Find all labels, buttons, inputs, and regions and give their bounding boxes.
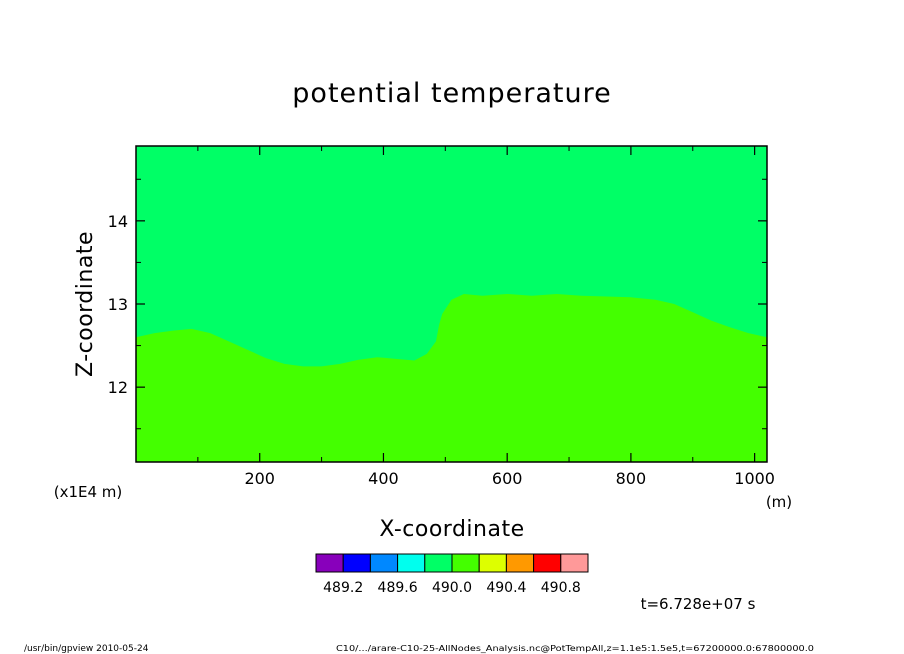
- x-tick-label: 600: [492, 469, 523, 488]
- colorbar-label: 489.2: [323, 580, 363, 596]
- footer-right: C10/.../arare-C10-25-AllNodes_Analysis.n…: [336, 644, 814, 653]
- colorbar-swatch: [397, 553, 426, 573]
- colorbar-swatch: [342, 553, 371, 573]
- colorbar-swatch: [478, 553, 507, 573]
- x-tick-label: 800: [616, 469, 647, 488]
- y-axis-ticks: 12 13 14: [108, 178, 767, 430]
- colorbar-swatch: [505, 553, 535, 573]
- colorbar-label: 489.6: [378, 580, 418, 596]
- y-axis-label: Z-coordinate: [73, 231, 98, 377]
- colorbar-swatch: [533, 553, 562, 573]
- colorbar-swatch: [560, 553, 589, 573]
- x-tick-label: 1000: [734, 469, 775, 488]
- x-tick-label: 400: [368, 469, 399, 488]
- colorbar-label: 490.8: [541, 580, 581, 596]
- colorbar-swatch: [315, 553, 344, 573]
- colorbar-label: 490.4: [486, 580, 526, 596]
- footer-left: /usr/bin/gpview 2010-05-24: [24, 644, 149, 654]
- chart-title: potential temperature: [292, 78, 611, 109]
- lower-region: [136, 294, 767, 462]
- colorbar-swatch: [369, 553, 399, 573]
- plot-area: [135, 145, 768, 463]
- colorbar-swatch: [424, 553, 453, 573]
- x-tick-label: 200: [244, 469, 275, 488]
- y-tick-label: 12: [108, 378, 128, 397]
- y-scale-note: (x1E4 m): [54, 483, 123, 501]
- colorbar: 489.2 489.6 490.0 490.4 490.8: [315, 553, 589, 596]
- x-axis-ticks: 200 400 600 800 1000: [197, 146, 775, 488]
- time-annotation: t=6.728e+07 s: [641, 595, 756, 613]
- x-unit-label: (m): [766, 493, 792, 511]
- y-tick-label: 14: [108, 212, 128, 231]
- y-tick-label: 13: [108, 295, 128, 314]
- colorbar-label: 490.0: [432, 580, 472, 596]
- colorbar-swatch: [451, 553, 480, 573]
- x-axis-label: X-coordinate: [379, 517, 524, 542]
